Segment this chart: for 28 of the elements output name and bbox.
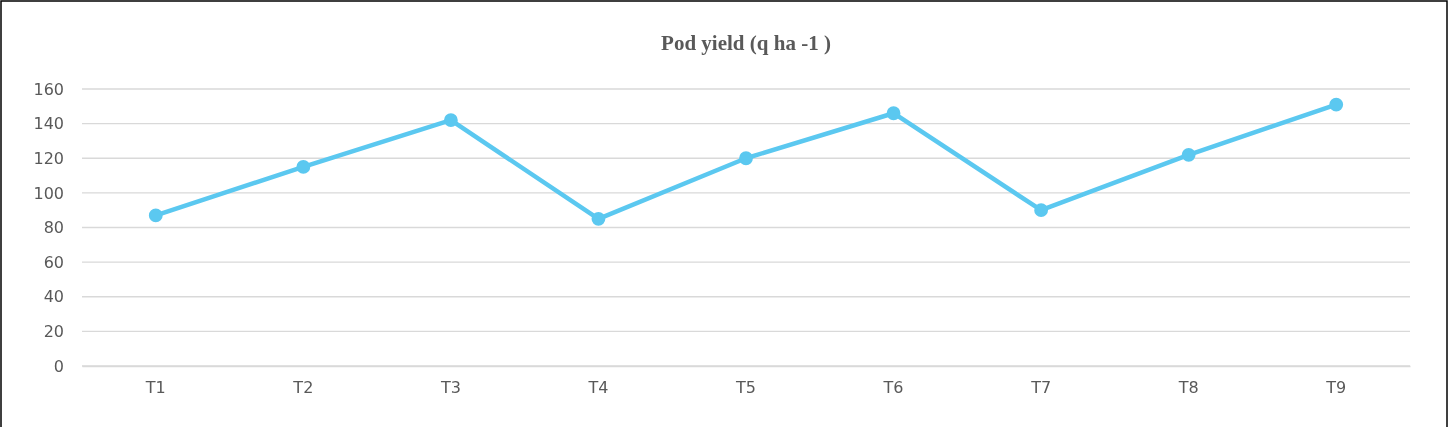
point (296, 160, 311, 174)
y-tick-label: 120 (33, 148, 64, 168)
point (1034, 203, 1049, 218)
point (443, 113, 458, 128)
point (1181, 147, 1196, 162)
y-tick-label: 160 (33, 79, 64, 99)
y-tick-label: 20 (43, 321, 64, 341)
y-tick-label: 40 (43, 287, 64, 307)
x-tick-label: T9 (1325, 378, 1347, 398)
y-tick-label: 140 (33, 114, 64, 134)
x-tick-label: T4 (587, 378, 609, 398)
point (148, 208, 163, 223)
chart-title: Pod yield (q ha -1 ) (661, 31, 831, 55)
x-tick-label: T2 (292, 378, 314, 398)
y-tick-label: 0 (53, 356, 64, 376)
y-tick-label: 100 (33, 183, 64, 203)
y-tick-label: 80 (43, 218, 64, 238)
point (1329, 97, 1344, 112)
point (591, 211, 606, 226)
x-tick-label: T1 (144, 378, 166, 398)
x-tick-label: T5 (735, 378, 756, 398)
x-tick-label: T3 (439, 378, 461, 398)
y-tick-label: 60 (43, 252, 64, 272)
x-tick-label: T8 (1177, 378, 1199, 398)
x-tick-label: T7 (1030, 378, 1052, 398)
x-tick-label: T6 (882, 378, 904, 398)
point (739, 151, 753, 166)
point (886, 106, 901, 121)
